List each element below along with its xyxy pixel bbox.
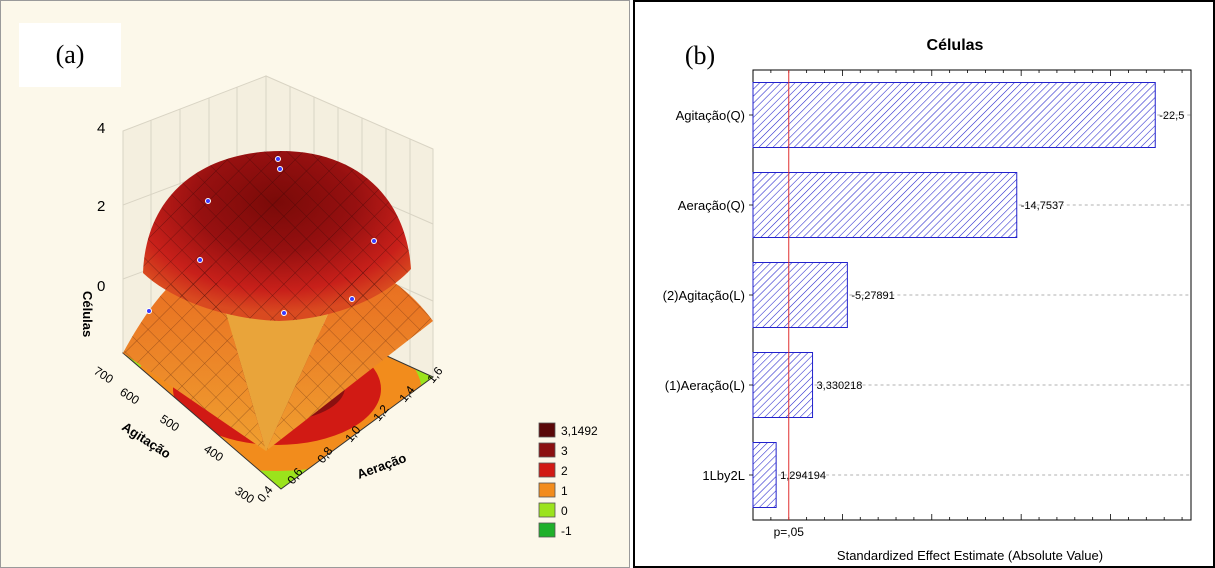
legend-swatch xyxy=(538,522,556,538)
z-tick: 2 xyxy=(97,198,105,215)
panel-a: 4 2 0 Células 700 600 500 400 300 Agitaç… xyxy=(0,0,630,568)
x-tick: 0,4 xyxy=(254,483,276,505)
z-axis-label: Células xyxy=(80,291,95,337)
legend-swatch xyxy=(538,462,556,478)
legend-swatch xyxy=(538,502,556,518)
color-legend: 3,1492 3 2 1 0 -1 xyxy=(538,422,598,538)
chart-title: Células xyxy=(927,37,984,54)
legend-swatch xyxy=(538,422,556,438)
category-label: (2)Agitação(L) xyxy=(663,288,745,303)
significance-label: p=,05 xyxy=(774,525,805,539)
response-surface xyxy=(123,151,433,451)
legend-swatch xyxy=(538,442,556,458)
legend-label: 2 xyxy=(561,464,568,478)
value-label: -14,7537 xyxy=(1021,200,1064,212)
panel-b: Células -22,5 Agitação(Q) -14,7537 Aeração(… xyxy=(633,0,1215,568)
legend-label: -1 xyxy=(561,524,572,538)
legend-label: 0 xyxy=(561,504,568,518)
bar xyxy=(752,82,1156,148)
z-axis: 4 2 0 Células xyxy=(80,120,105,337)
y-tick: 500 xyxy=(157,412,182,435)
bar xyxy=(752,172,1018,238)
panel-label-a: (a) xyxy=(19,23,121,87)
legend-label: 3 xyxy=(561,444,568,458)
category-label: 1Lby2L xyxy=(702,468,745,483)
z-tick: 0 xyxy=(97,278,105,295)
legend-swatch xyxy=(538,482,556,498)
category-label: (1)Aeração(L) xyxy=(665,378,745,393)
z-tick: 4 xyxy=(97,120,105,137)
bar xyxy=(752,442,777,508)
value-label: 3,330218 xyxy=(817,380,863,392)
legend-label: 3,1492 xyxy=(561,424,598,438)
value-label: -22,5 xyxy=(1159,110,1184,122)
value-label: 1,294194 xyxy=(780,470,826,482)
y-tick: 400 xyxy=(201,442,226,465)
y-tick: 300 xyxy=(232,484,257,507)
value-label: -5,27891 xyxy=(851,290,894,302)
category-label: Agitação(Q) xyxy=(676,108,745,123)
x-axis-label: Standardized Effect Estimate (Absolute V… xyxy=(837,548,1103,563)
x-axis-label: Aeração xyxy=(355,450,408,482)
category-label: Aeração(Q) xyxy=(678,198,745,213)
panel-label-b: (b) xyxy=(649,24,751,88)
bar xyxy=(752,352,814,418)
surface-plot: 4 2 0 Células 700 600 500 400 300 Agitaç… xyxy=(80,75,598,538)
y-tick: 700 xyxy=(91,364,116,387)
plot-area: -22,5 Agitação(Q) -14,7537 Aeração(Q) -5,278… xyxy=(663,69,1192,539)
pareto-chart: Células -22,5 Agitação(Q) -14,7537 Aeração(… xyxy=(663,37,1192,563)
bar xyxy=(752,262,848,328)
y-tick: 600 xyxy=(117,385,142,408)
legend-label: 1 xyxy=(561,484,568,498)
